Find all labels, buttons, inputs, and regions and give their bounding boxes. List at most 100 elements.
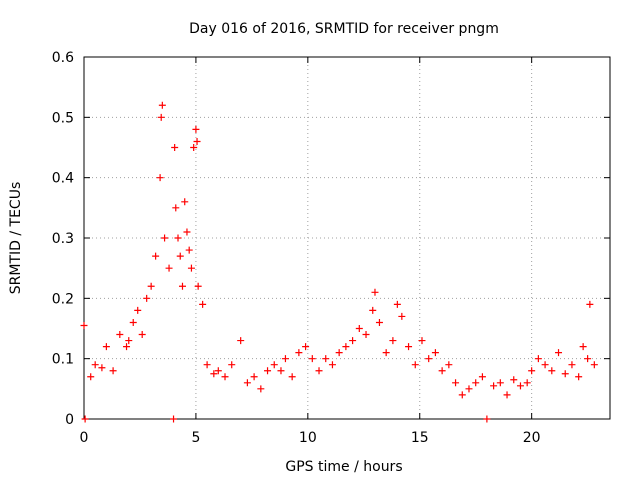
data-point [328,361,336,369]
y-tick-label: 0.1 [52,352,74,368]
data-point [194,282,202,290]
data-point [315,367,323,375]
data-point [575,373,583,381]
data-point [568,361,576,369]
data-point [382,349,390,357]
data-point [586,300,594,308]
data-point [193,137,201,145]
data-point [172,204,180,212]
data-point [158,101,166,109]
data-point [214,367,222,375]
data-point [156,174,164,182]
data-point [192,125,200,133]
data-point [109,367,117,375]
data-point [281,355,289,363]
data-point [221,373,229,381]
data-point [478,373,486,381]
data-point [161,234,169,242]
data-point [174,234,182,242]
data-point [87,373,95,381]
x-axis-label: GPS time / hours [285,459,402,475]
ticks-layer: 0 0.1 0.2 0.3 0.4 0.5 0.6 0 5 10 15 20 [52,50,610,446]
data-point [81,415,89,423]
x-tick-label: 15 [411,430,429,446]
data-point [143,294,151,302]
data-point [183,228,191,236]
data-point [178,282,186,290]
data-point [438,367,446,375]
data-point [425,355,433,363]
data-point [523,379,531,387]
data-point [579,343,587,351]
data-point [548,367,556,375]
chart-title: Day 016 of 2016, SRMTID for receiver png… [189,21,499,37]
data-point [362,331,370,339]
data-point [270,361,278,369]
data-point [465,385,473,393]
data-point [123,343,131,351]
data-point [210,370,218,378]
data-point [91,361,99,369]
data-point [80,321,88,329]
data-point [199,300,207,308]
x-tick-label: 5 [191,430,200,446]
x-tick-label: 20 [523,430,541,446]
data-point [147,282,155,290]
data-point [102,343,110,351]
data-point [295,349,303,357]
data-point [190,144,198,151]
data-point [534,355,542,363]
data-point [398,312,406,320]
data-point [371,288,379,296]
data-point [288,373,296,381]
data-point [157,113,165,121]
data-point [405,343,413,351]
data-point [176,252,184,260]
data-points [80,101,598,423]
data-point [138,331,146,339]
data-point [342,343,350,351]
data-point [116,331,124,339]
data-point [185,246,193,254]
data-point [302,343,310,351]
data-point [129,318,137,326]
data-point [171,144,179,151]
data-point [411,361,419,369]
data-point [98,364,106,372]
data-point [490,382,498,390]
data-point [528,367,536,375]
data-point [165,264,173,272]
data-point [452,379,460,387]
y-tick-label: 0.4 [52,171,74,187]
data-point [335,349,343,357]
x-tick-label: 10 [299,430,317,446]
y-tick-label: 0 [65,412,74,428]
data-point [389,337,397,345]
y-tick-label: 0.5 [52,110,74,126]
data-point [277,367,285,375]
data-point [308,355,316,363]
data-point [369,306,377,314]
data-point [125,337,133,345]
data-point [584,355,592,363]
data-point [250,373,258,381]
data-point [181,198,189,206]
data-point [418,337,426,345]
data-point [203,361,211,369]
y-axis-label: SRMTID / TECUs [8,182,24,295]
data-point [349,337,357,345]
data-point [510,376,518,384]
data-point [355,325,363,332]
data-point [375,318,383,326]
data-point [152,252,160,260]
data-point [561,370,569,378]
data-point [228,361,236,369]
data-point [187,264,195,272]
data-point [590,361,598,369]
y-tick-label: 0.6 [52,50,74,66]
data-point [257,385,265,393]
data-point [483,415,491,423]
data-point [322,355,330,363]
